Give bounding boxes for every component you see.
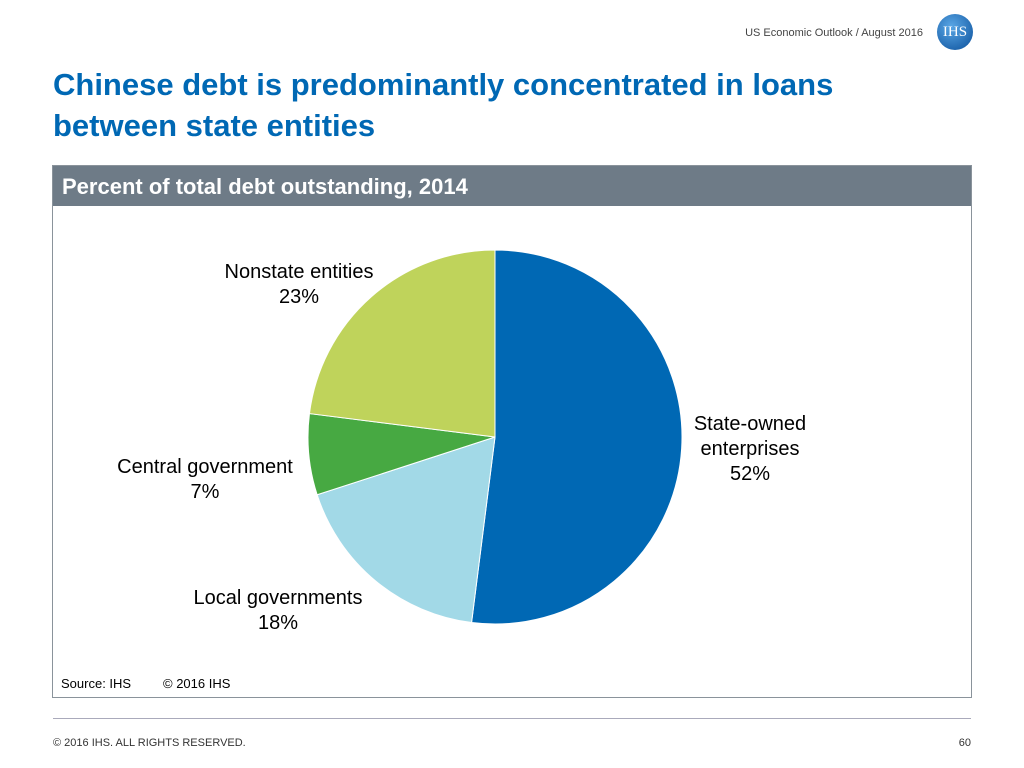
pie-slice (316, 436, 496, 624)
source: Source: IHS (61, 676, 132, 691)
copyright: © 2016 IHS (163, 676, 231, 691)
slice-label: Central government (117, 456, 293, 478)
slide-title: Chinese debt is predominantly concentrat… (53, 67, 834, 143)
pie-slice (308, 249, 496, 438)
slice-value: 23% (278, 286, 320, 308)
footer-text: © 2016 IHS. ALL RIGHTS RESERVED. (53, 737, 246, 749)
slice-label: Nonstate entities (224, 261, 374, 283)
chart-title: Percent of total debt outstanding, 2014 (62, 174, 468, 199)
footer-rule (53, 718, 971, 719)
slice-value: 18% (257, 612, 299, 634)
page-number: 60 (958, 737, 971, 749)
slice-label: State-owned enterprises (693, 413, 807, 460)
panel-header: Percent of total debt outstanding, 2014 (53, 166, 971, 206)
chart-panel: Percent of total debt outstanding, 2014 (52, 165, 972, 698)
slice-value: 7% (190, 481, 220, 503)
slice-value: 52% (729, 463, 771, 485)
slice-label: Local governments (193, 587, 363, 609)
pie-slice (471, 249, 683, 625)
logo: IHS (937, 14, 973, 50)
header-text: US Economic Outlook / August 2016 (745, 27, 923, 39)
